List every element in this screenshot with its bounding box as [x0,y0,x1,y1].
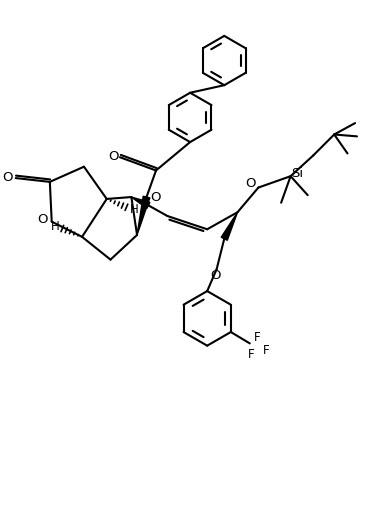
Polygon shape [221,212,237,240]
Text: O: O [150,190,160,203]
Text: H: H [129,203,138,215]
Text: F: F [248,347,255,360]
Text: F: F [254,331,261,344]
Text: O: O [2,171,13,184]
Polygon shape [131,197,150,209]
Text: Si: Si [291,167,303,180]
Text: O: O [211,269,221,282]
Text: O: O [37,213,47,226]
Text: F: F [262,344,269,357]
Text: H: H [51,220,59,233]
Text: O: O [246,177,256,190]
Text: O: O [108,150,118,163]
Polygon shape [137,196,150,235]
